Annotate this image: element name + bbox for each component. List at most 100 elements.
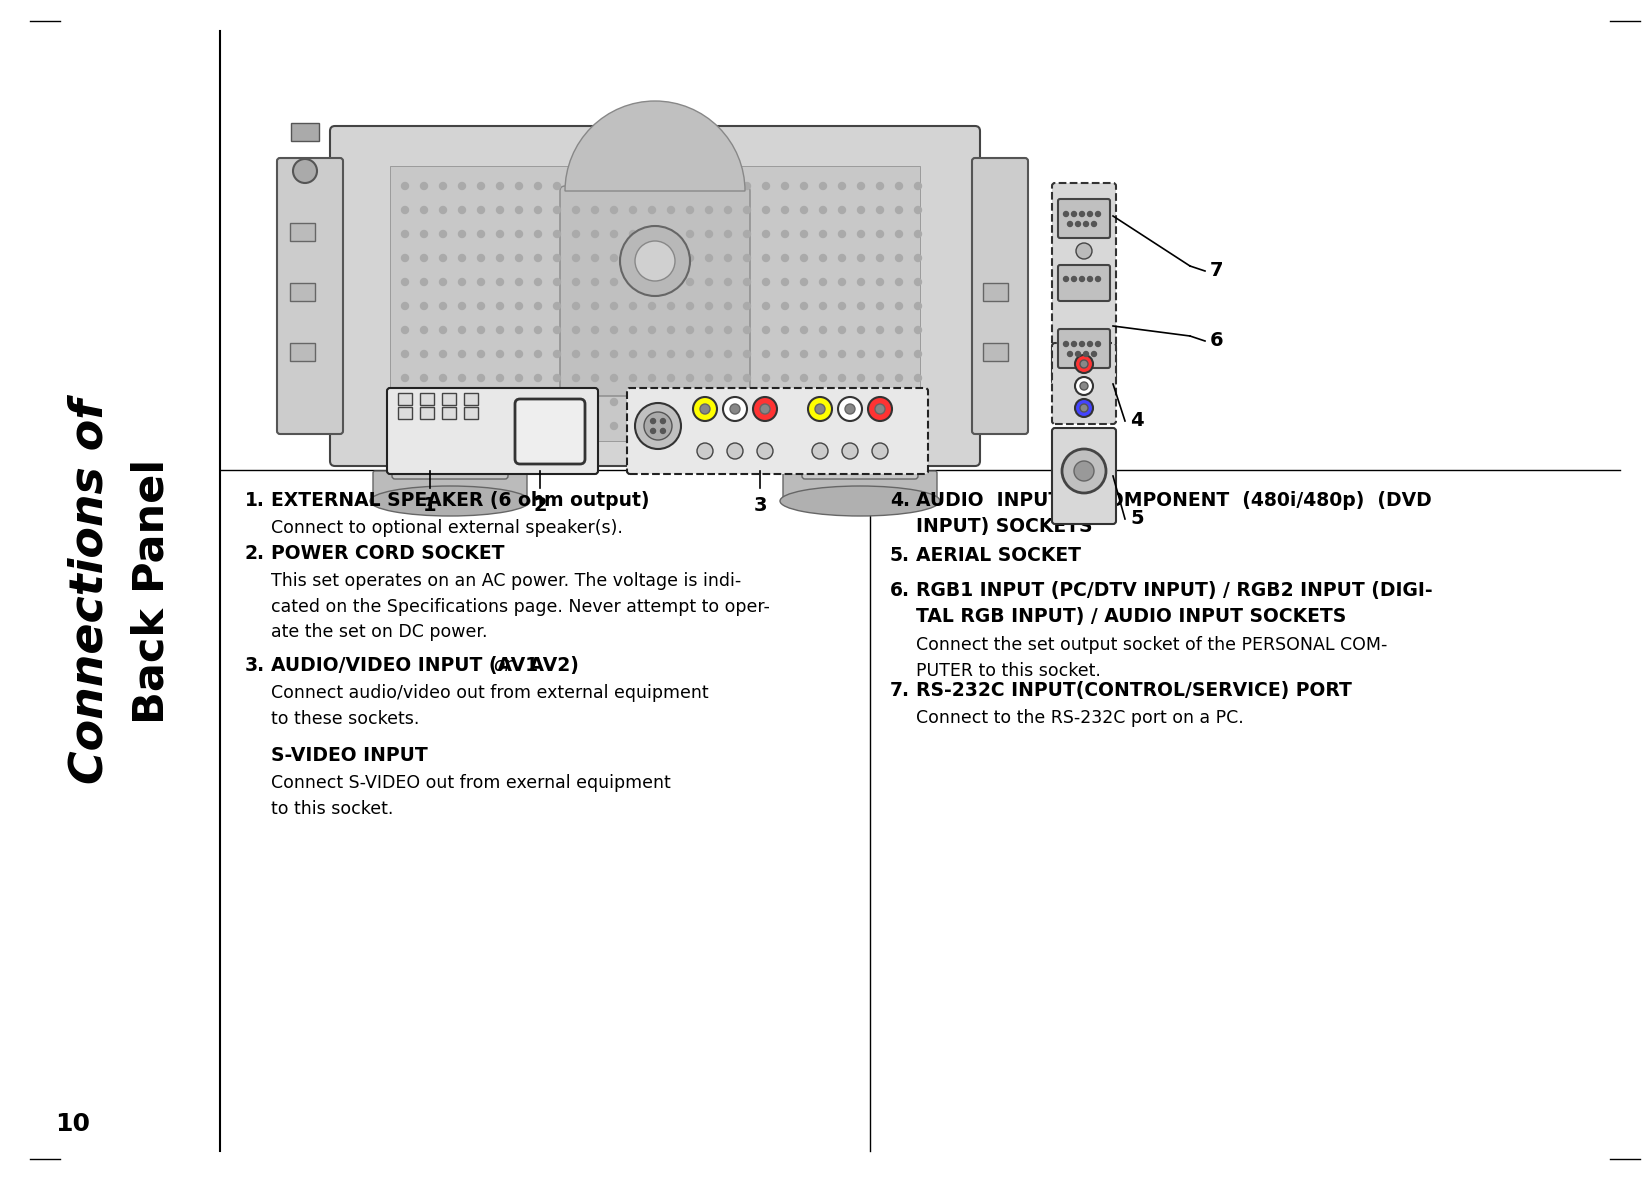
Circle shape <box>687 302 693 309</box>
Circle shape <box>915 351 922 358</box>
Circle shape <box>478 302 485 309</box>
Circle shape <box>744 279 751 286</box>
Circle shape <box>516 183 522 189</box>
Circle shape <box>915 279 922 286</box>
Text: Connect to optional external speaker(s).: Connect to optional external speaker(s). <box>271 518 623 537</box>
Circle shape <box>667 254 675 261</box>
Circle shape <box>667 398 675 405</box>
Circle shape <box>611 230 618 237</box>
Text: EXTERNAL SPEAKER (6 ohm output): EXTERNAL SPEAKER (6 ohm output) <box>271 491 649 510</box>
Bar <box>398 407 412 419</box>
Circle shape <box>667 351 675 358</box>
Circle shape <box>534 302 542 309</box>
Text: S-VIDEO: S-VIDEO <box>646 462 670 466</box>
Circle shape <box>915 254 922 261</box>
Circle shape <box>1083 222 1089 227</box>
Circle shape <box>649 351 656 358</box>
Circle shape <box>782 398 789 405</box>
Circle shape <box>478 351 485 358</box>
Circle shape <box>858 207 864 214</box>
Circle shape <box>687 351 693 358</box>
Circle shape <box>534 254 542 261</box>
Circle shape <box>1075 355 1093 373</box>
Circle shape <box>478 326 485 333</box>
Circle shape <box>705 183 713 189</box>
Circle shape <box>725 183 731 189</box>
Circle shape <box>439 183 447 189</box>
Circle shape <box>629 230 636 237</box>
Text: This set operates on an AC power. The voltage is indi-
cated on the Specificatio: This set operates on an AC power. The vo… <box>271 572 771 641</box>
FancyBboxPatch shape <box>560 185 749 396</box>
Circle shape <box>401 374 409 381</box>
Circle shape <box>687 279 693 286</box>
Circle shape <box>496 302 503 309</box>
Circle shape <box>572 374 580 381</box>
Circle shape <box>915 423 922 430</box>
Circle shape <box>649 326 656 333</box>
Circle shape <box>667 183 675 189</box>
Circle shape <box>782 423 789 430</box>
Circle shape <box>800 374 807 381</box>
Circle shape <box>858 398 864 405</box>
Circle shape <box>649 398 656 405</box>
Circle shape <box>554 423 560 430</box>
Circle shape <box>516 423 522 430</box>
Circle shape <box>292 159 317 183</box>
Circle shape <box>876 423 884 430</box>
Circle shape <box>693 397 716 420</box>
Circle shape <box>808 397 831 420</box>
Circle shape <box>895 374 902 381</box>
Circle shape <box>915 326 922 333</box>
Circle shape <box>838 351 846 358</box>
Circle shape <box>725 398 731 405</box>
Text: AUDIO/VIDEO INPUT (AV1: AUDIO/VIDEO INPUT (AV1 <box>271 655 544 676</box>
Circle shape <box>1071 341 1076 346</box>
Circle shape <box>687 398 693 405</box>
Circle shape <box>667 423 675 430</box>
Circle shape <box>838 398 846 405</box>
Circle shape <box>895 207 902 214</box>
Text: AUDIO  INPUT  /  COMPONENT  (480i/480p)  (DVD: AUDIO INPUT / COMPONENT (480i/480p) (DVD <box>917 491 1431 510</box>
Circle shape <box>401 351 409 358</box>
Text: 4.: 4. <box>891 491 910 510</box>
Bar <box>291 223 315 241</box>
Circle shape <box>458 351 465 358</box>
Circle shape <box>858 302 864 309</box>
Circle shape <box>534 374 542 381</box>
Circle shape <box>895 230 902 237</box>
Circle shape <box>876 374 884 381</box>
Ellipse shape <box>370 487 531 516</box>
Circle shape <box>858 351 864 358</box>
Circle shape <box>800 423 807 430</box>
Circle shape <box>752 397 777 420</box>
Circle shape <box>705 279 713 286</box>
Circle shape <box>554 183 560 189</box>
Text: RGB1 INPUT (PC/DTV INPUT) / RGB2 INPUT (DIGI-: RGB1 INPUT (PC/DTV INPUT) / RGB2 INPUT (… <box>917 581 1433 600</box>
Circle shape <box>667 230 675 237</box>
Circle shape <box>401 302 409 309</box>
Circle shape <box>458 302 465 309</box>
Circle shape <box>458 183 465 189</box>
Circle shape <box>1079 211 1084 216</box>
Circle shape <box>554 254 560 261</box>
Circle shape <box>421 302 427 309</box>
Circle shape <box>458 374 465 381</box>
Circle shape <box>757 443 772 459</box>
Circle shape <box>744 326 751 333</box>
Circle shape <box>439 351 447 358</box>
Circle shape <box>421 398 427 405</box>
Circle shape <box>876 207 884 214</box>
Circle shape <box>516 374 522 381</box>
Circle shape <box>458 230 465 237</box>
Circle shape <box>723 397 748 420</box>
Text: Connections of: Connections of <box>67 398 112 784</box>
Circle shape <box>782 302 789 309</box>
Circle shape <box>649 279 656 286</box>
Circle shape <box>667 374 675 381</box>
Circle shape <box>705 398 713 405</box>
Circle shape <box>744 230 751 237</box>
FancyBboxPatch shape <box>802 448 918 479</box>
Circle shape <box>858 374 864 381</box>
Circle shape <box>762 183 769 189</box>
Circle shape <box>820 326 826 333</box>
